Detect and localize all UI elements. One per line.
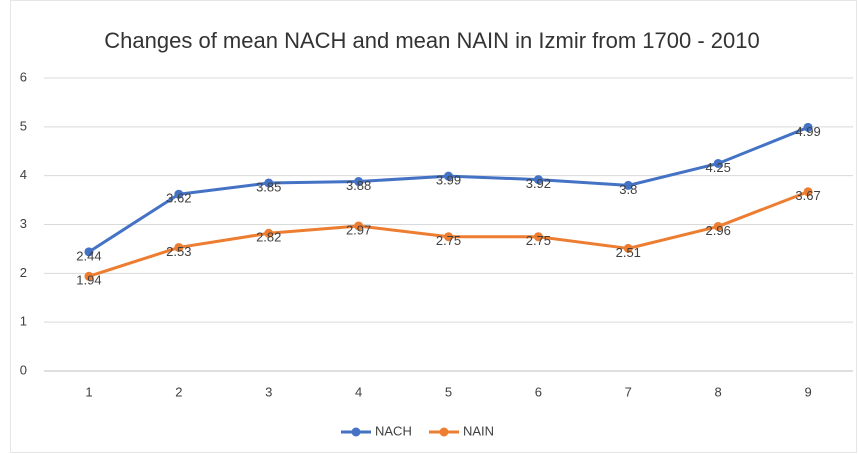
data-label: 3.8 (619, 182, 637, 197)
point (803, 122, 813, 132)
point (713, 221, 723, 231)
point (84, 271, 94, 281)
data-label: 2.96 (706, 223, 731, 238)
data-label: 3.67 (795, 188, 820, 203)
x-tick-label: 9 (804, 384, 811, 399)
data-label: 4.99 (795, 124, 820, 139)
point (444, 171, 453, 181)
point (713, 158, 723, 168)
data-label: 2.53 (166, 244, 191, 259)
legend-label: NACH (375, 423, 412, 438)
point (264, 228, 274, 238)
point (264, 178, 274, 188)
data-label: 2.44 (76, 248, 101, 263)
chart-border (10, 0, 857, 453)
y-tick-label: 3 (20, 216, 27, 231)
data-label: 3.62 (166, 191, 191, 206)
legend-marker (351, 427, 361, 437)
point (174, 242, 184, 252)
point (623, 243, 633, 253)
data-label: 2.82 (256, 230, 281, 245)
point (354, 177, 364, 187)
x-tick-label: 2 (175, 384, 182, 399)
point (84, 247, 94, 257)
data-label: 3.88 (346, 178, 371, 193)
y-tick-label: 4 (20, 167, 27, 182)
data-label: 1.94 (76, 273, 101, 288)
data-label: 3.92 (526, 176, 551, 191)
x-tick-label: 5 (445, 384, 452, 399)
point (803, 187, 813, 197)
point (623, 180, 633, 190)
data-label: 3.85 (256, 179, 281, 194)
x-tick-label: 4 (355, 384, 362, 399)
x-tick-label: 8 (715, 384, 722, 399)
point (174, 189, 184, 199)
data-label: 4.25 (706, 160, 731, 175)
point (533, 175, 543, 185)
x-tick-label: 3 (265, 384, 272, 399)
point (444, 232, 453, 242)
data-label: 2.75 (436, 233, 461, 248)
chart-title: Changes of mean NACH and mean NAIN in Iz… (104, 28, 759, 53)
data-label: 2.51 (616, 245, 641, 260)
x-tick-label: 7 (625, 384, 632, 399)
y-tick-label: 1 (20, 314, 27, 329)
point (354, 221, 364, 231)
y-tick-label: 0 (20, 362, 27, 377)
data-label: 3.99 (436, 173, 461, 188)
y-tick-label: 2 (20, 265, 27, 280)
x-tick-label: 6 (535, 384, 542, 399)
data-label: 2.75 (526, 233, 551, 248)
point (533, 232, 543, 242)
y-tick-label: 5 (20, 118, 27, 133)
legend-marker (439, 427, 449, 437)
legend-label: NAIN (463, 423, 494, 438)
x-tick-label: 1 (85, 384, 92, 399)
data-label: 2.97 (346, 222, 371, 237)
y-tick-label: 6 (20, 69, 27, 84)
